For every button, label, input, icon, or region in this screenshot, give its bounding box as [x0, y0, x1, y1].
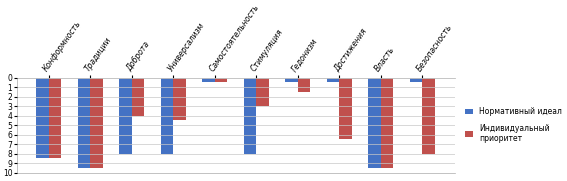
Legend: Нормативный идеал, Индивидуальный
приоритет: Нормативный идеал, Индивидуальный приори…: [463, 105, 564, 146]
Bar: [340, 77, 352, 139]
Bar: [36, 77, 49, 158]
Bar: [410, 77, 422, 82]
Bar: [256, 77, 269, 106]
Bar: [91, 77, 103, 168]
Bar: [422, 77, 435, 154]
Bar: [327, 77, 340, 82]
Bar: [215, 77, 227, 82]
Bar: [381, 77, 393, 168]
Bar: [202, 77, 215, 82]
Bar: [120, 77, 132, 154]
Bar: [161, 77, 174, 154]
Bar: [244, 77, 256, 154]
Bar: [369, 77, 381, 168]
Bar: [298, 77, 310, 92]
Bar: [174, 77, 186, 120]
Bar: [285, 77, 298, 82]
Bar: [78, 77, 91, 168]
Bar: [49, 77, 61, 158]
Bar: [132, 77, 145, 116]
